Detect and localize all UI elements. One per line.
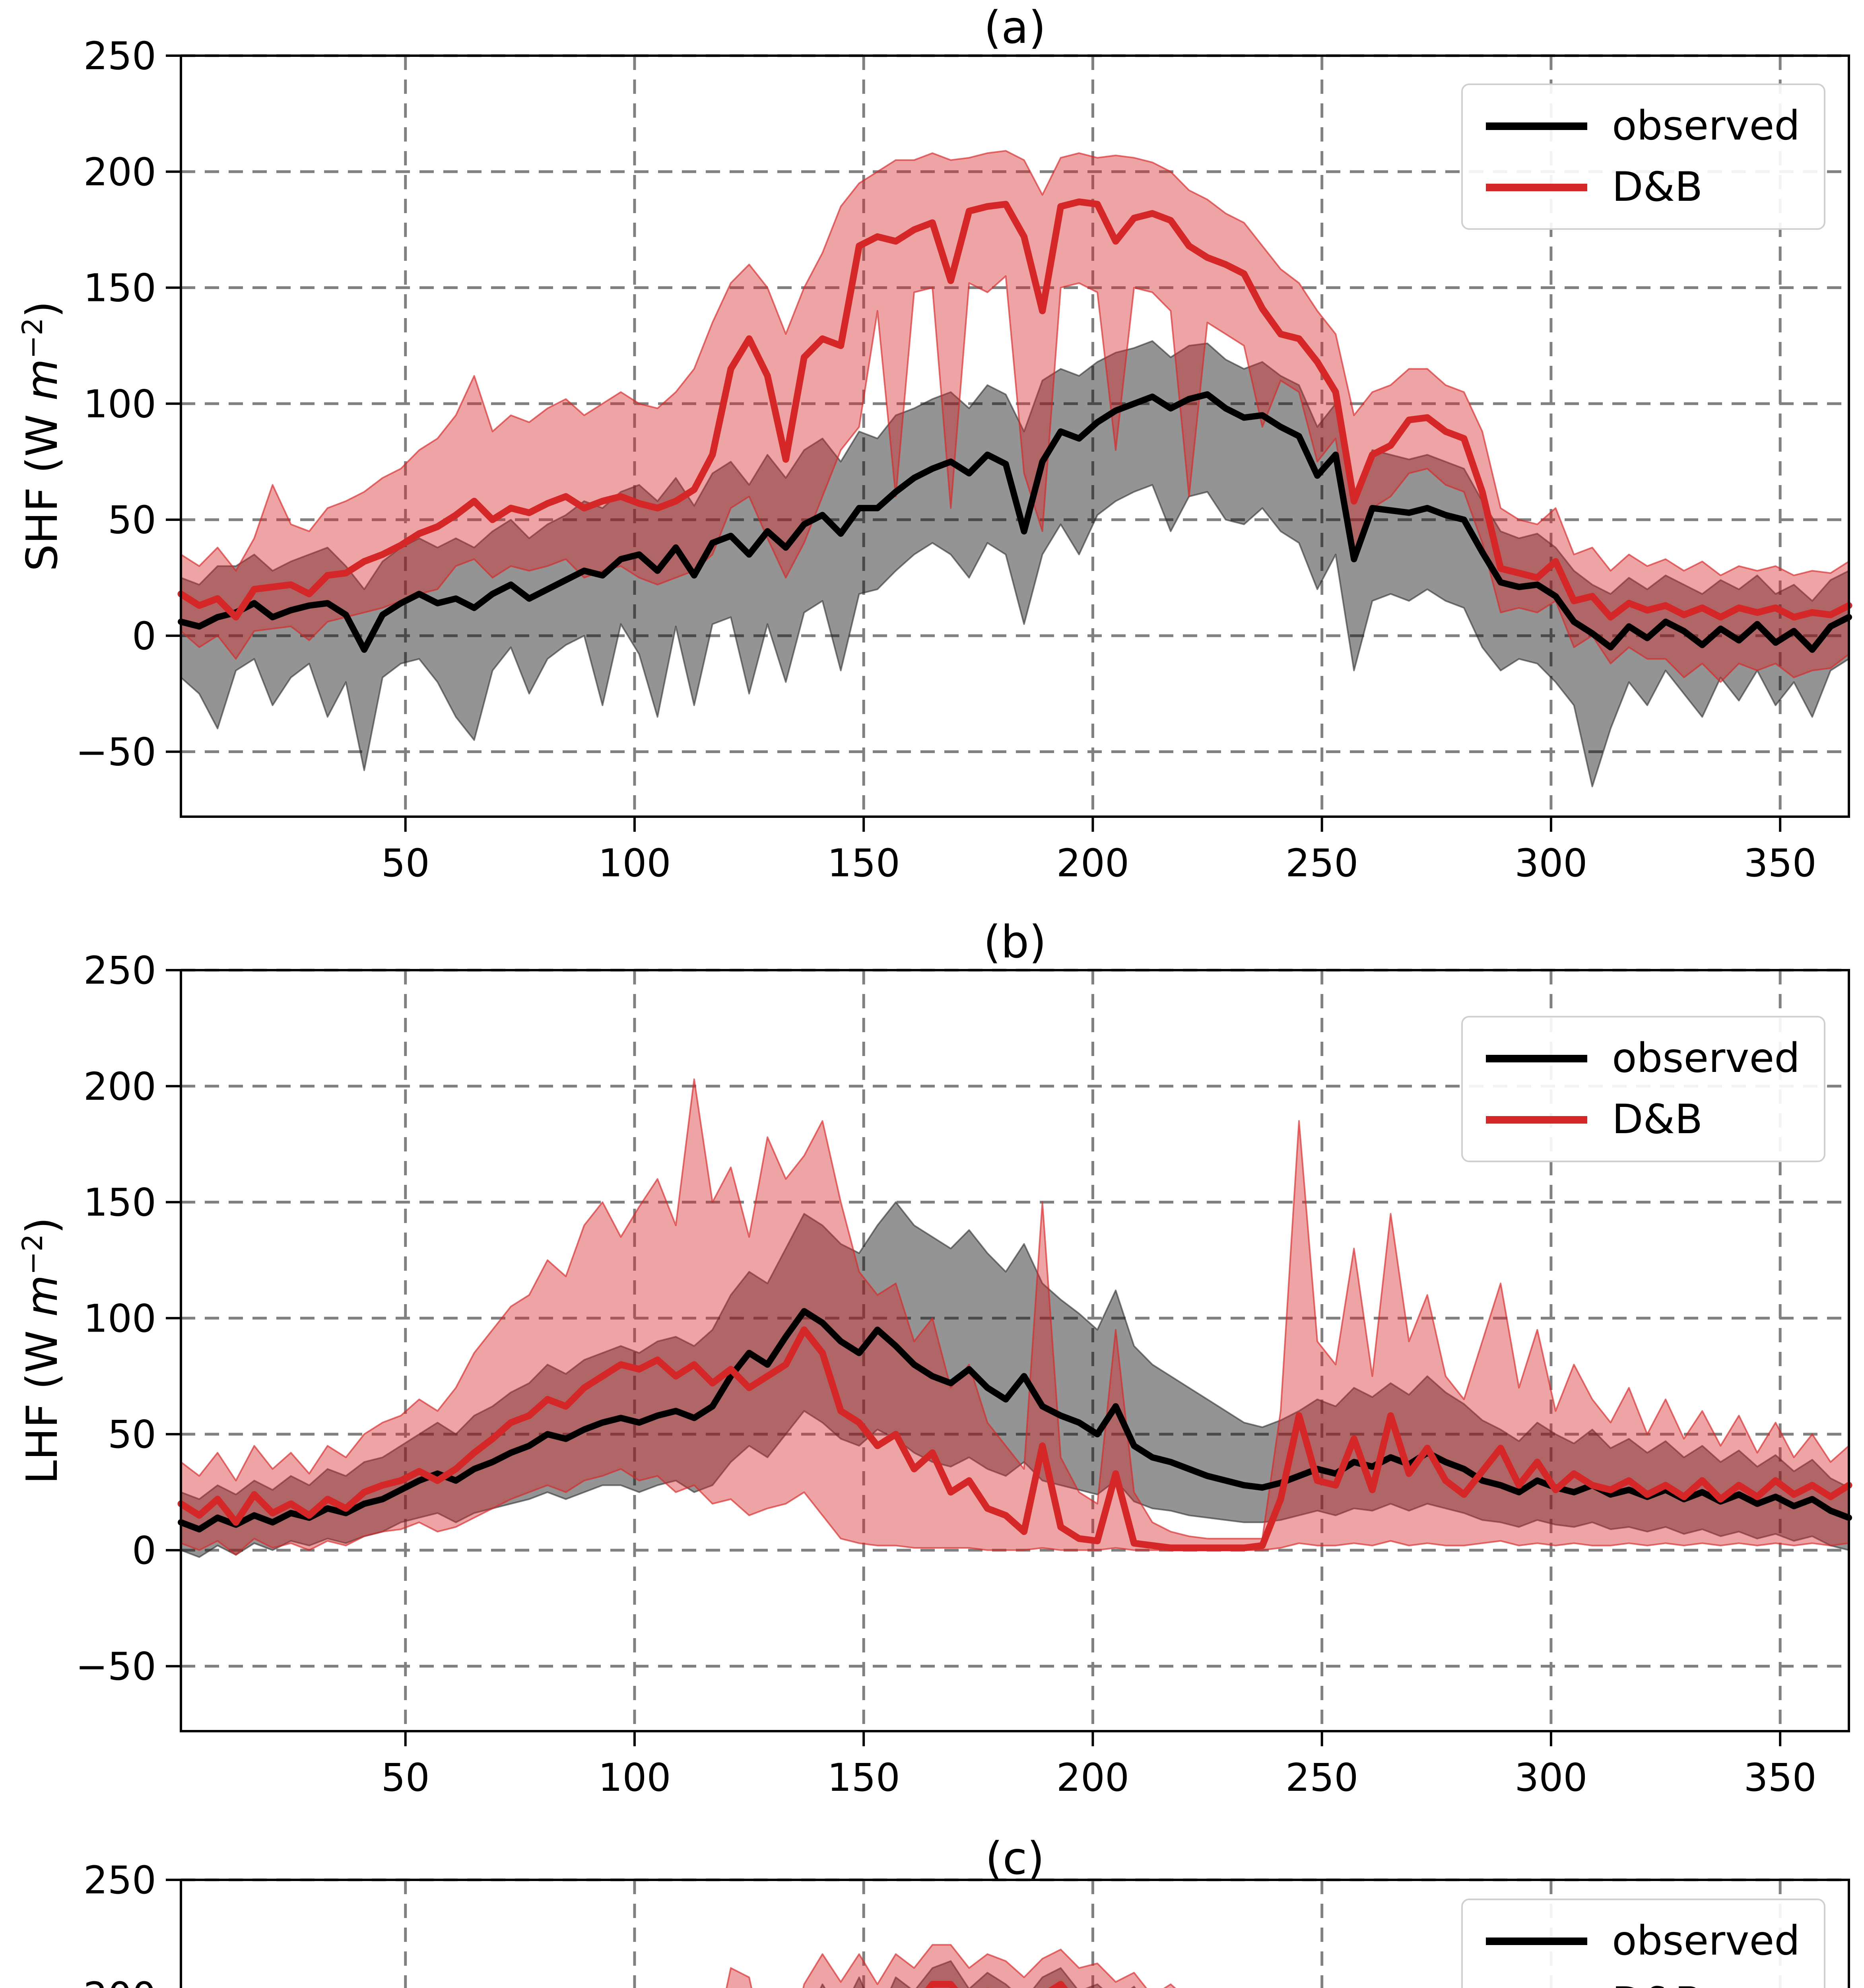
legend-item-observed: observed — [1486, 106, 1800, 146]
legend-item-db: D&B — [1486, 1099, 1800, 1140]
y-tick-label: 150 — [83, 1180, 156, 1225]
y-tick-label: 50 — [108, 498, 156, 542]
x-tick-label: 250 — [1285, 841, 1358, 885]
observed-line-swatch — [1486, 122, 1588, 130]
db-uncertainty-band — [181, 1079, 1849, 1555]
y-tick-label: 150 — [83, 266, 156, 311]
observed-band-upper-edge — [181, 340, 1849, 602]
x-tick-label: 200 — [1056, 841, 1129, 885]
observed-band-lower-edge — [180, 484, 1850, 788]
db-band-upper-edge — [180, 1078, 1850, 1540]
panel-a-y-axis-label: SHF (W m−2) — [16, 301, 67, 572]
legend-label-db: D&B — [1612, 163, 1703, 211]
observed-line-swatch — [1486, 1054, 1588, 1062]
observed-band-lower-edge — [181, 1410, 1849, 1558]
legend-item-db: D&B — [1486, 167, 1800, 208]
db-line-swatch — [1486, 1116, 1588, 1124]
x-tick-label: 350 — [1744, 841, 1817, 885]
x-tick-label: 250 — [1285, 1755, 1358, 1800]
x-tick-label: 300 — [1514, 841, 1587, 885]
x-tick-label: 200 — [1056, 1755, 1129, 1800]
db-uncertainty-band — [726, 1945, 1175, 1988]
x-tick-label: 100 — [598, 841, 671, 885]
db-line — [177, 1326, 1852, 1551]
y-tick-label: 200 — [83, 150, 156, 194]
panel-c-legend: observed D&B — [1461, 1899, 1825, 1988]
y-tick-label: 250 — [83, 34, 156, 78]
y-tick-label: 250 — [83, 948, 156, 993]
legend-label-observed: observed — [1612, 102, 1800, 149]
x-tick-label: 350 — [1744, 1755, 1817, 1800]
panel-b-plot: −50 0 50 100 150 200 250 50 100 150 200 250 300 350 — [76, 948, 1852, 1800]
db-band-upper-edge — [726, 1944, 1176, 1988]
observed-line-swatch — [1486, 1937, 1588, 1945]
legend-item-observed: observed — [1486, 1038, 1800, 1079]
panel-b-legend: observed D&B — [1461, 1016, 1825, 1162]
observed-uncertainty-band — [181, 341, 1849, 787]
observed-uncertainty-band — [181, 1202, 1849, 1557]
db-uncertainty-band — [181, 151, 1849, 682]
panel-b-title: (b) — [983, 916, 1047, 968]
panel-a-title: (a) — [984, 2, 1046, 54]
observed-line — [178, 391, 1852, 653]
axes-spines — [180, 54, 1850, 818]
db-band-lower-edge — [181, 1468, 1849, 1556]
panel-c-title: (c) — [985, 1833, 1045, 1885]
observed-band-upper-edge — [181, 1201, 1849, 1500]
axes-spines — [180, 1879, 1850, 1988]
legend-item-observed: observed — [1486, 1921, 1800, 1961]
x-tick-label: 150 — [827, 841, 900, 885]
y-tick-label: 200 — [83, 1064, 156, 1109]
legend-label-observed: observed — [1612, 1035, 1800, 1082]
db-line — [177, 198, 1852, 621]
axes-spines — [180, 969, 1850, 1732]
observed-uncertainty-band — [821, 1961, 1135, 1988]
panel-b-y-axis-label: LHF (W m−2) — [16, 1217, 67, 1484]
panel-a-plot: −50 0 50 100 150 200 250 50 100 150 200 250 300 350 — [76, 34, 1852, 885]
y-tick-label: 0 — [132, 1528, 156, 1573]
x-tick-label: 50 — [381, 1755, 430, 1800]
y-tick-label: 100 — [83, 382, 156, 426]
y-tick-label: 100 — [83, 1296, 156, 1341]
legend-label-db: D&B — [1612, 1982, 1703, 1988]
y-tick-label: 200 — [83, 1974, 156, 1988]
db-line-swatch — [1486, 183, 1588, 191]
legend-label-db: D&B — [1612, 1096, 1703, 1143]
legend-label-observed: observed — [1612, 1917, 1800, 1965]
y-tick-label: 0 — [132, 614, 156, 658]
x-tick-label: 150 — [827, 1755, 900, 1800]
legend-item-db: D&B — [1486, 1982, 1800, 1988]
db-band-lower-edge — [180, 275, 1850, 683]
x-tick-label: 50 — [381, 841, 430, 885]
y-tick-label: 250 — [83, 1858, 156, 1903]
panel-a-legend: observed D&B — [1461, 83, 1825, 230]
y-tick-label: −50 — [76, 730, 156, 775]
observed-line — [178, 1308, 1852, 1533]
x-tick-label: 300 — [1514, 1755, 1587, 1800]
y-tick-label: −50 — [76, 1644, 156, 1689]
x-tick-label: 100 — [598, 1755, 671, 1800]
panel-b: −50 0 50 100 150 200 250 50 100 150 200 250 300 350 (… — [0, 914, 1864, 1831]
db-band-upper-edge — [180, 150, 1850, 577]
y-tick-label: 50 — [108, 1412, 156, 1457]
panel-a: −50 0 50 100 150 200 250 50 100 150 200 250 300 350 (… — [0, 0, 1864, 914]
